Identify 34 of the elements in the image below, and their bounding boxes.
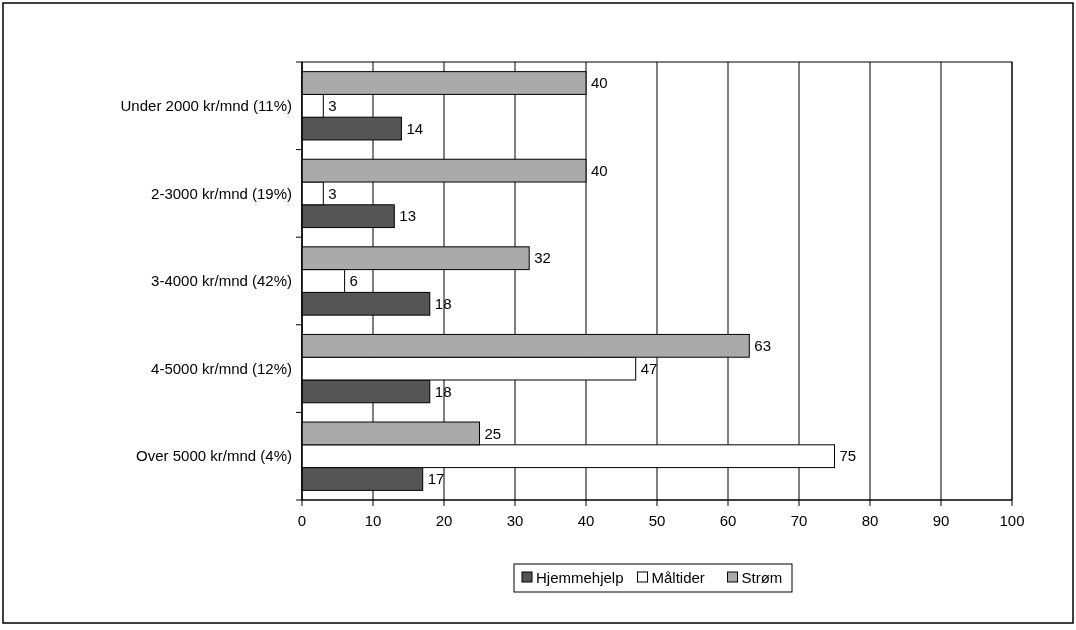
x-tick-label: 70 xyxy=(790,512,808,529)
y-tick-label: 3-4000 kr/mnd (42%) xyxy=(151,272,292,290)
data-label: 6 xyxy=(349,272,358,290)
data-label: 40 xyxy=(591,161,608,179)
x-tick-label: 0 xyxy=(297,512,307,529)
legend-label: Hjemmehjelp xyxy=(536,569,624,587)
x-tick-label: 50 xyxy=(648,512,666,529)
y-tick-label: Under 2000 kr/mnd (11%) xyxy=(120,97,292,115)
x-tick-label: 100 xyxy=(999,512,1025,529)
y-tick-label: Over 5000 kr/mnd (4%) xyxy=(136,447,292,465)
data-label: 18 xyxy=(434,382,452,400)
data-label: 25 xyxy=(484,424,502,442)
data-label: 3 xyxy=(328,184,337,202)
data-label: 18 xyxy=(434,295,452,313)
data-label: 40 xyxy=(591,74,608,92)
data-label: 13 xyxy=(399,207,416,225)
data-label: 3 xyxy=(328,97,337,115)
x-tick-label: 80 xyxy=(861,512,879,529)
legend-label: Strøm xyxy=(741,569,783,587)
x-tick-label: 30 xyxy=(506,512,524,529)
data-label: 14 xyxy=(406,119,424,137)
x-tick-label: 90 xyxy=(932,512,950,529)
data-label: 63 xyxy=(754,337,771,355)
x-tick-label: 40 xyxy=(577,512,595,529)
data-label: 47 xyxy=(640,359,658,377)
legend-label: Måltider xyxy=(651,569,705,587)
data-label: 75 xyxy=(839,447,857,465)
x-tick-label: 20 xyxy=(435,512,453,529)
x-tick-label: 10 xyxy=(364,512,382,529)
data-label: 32 xyxy=(534,249,551,267)
y-tick-label: 2-3000 kr/mnd (19%) xyxy=(151,184,292,202)
y-tick-label: 4-5000 kr/mnd (12%) xyxy=(151,359,292,377)
x-tick-label: 60 xyxy=(719,512,737,529)
data-label: 17 xyxy=(427,470,445,488)
